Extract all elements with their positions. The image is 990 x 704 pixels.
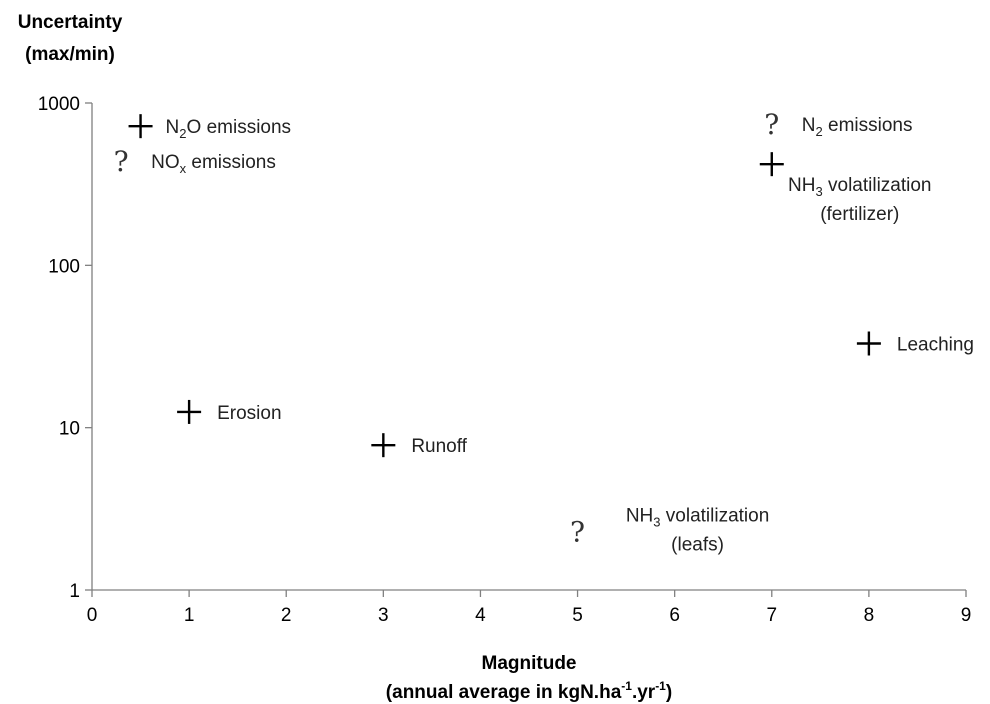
data-point: ? N2 emissions xyxy=(764,108,912,141)
x-axis-title: Magnitude (annual average in kgN.ha-1.yr… xyxy=(386,653,672,703)
x-title-mid: .yr xyxy=(632,682,656,703)
y-tick-label: 1 xyxy=(69,581,80,602)
x-title-sup-2: -1 xyxy=(655,679,666,693)
point-label-text: Leaching xyxy=(897,334,974,355)
x-axis-title-line-1: Magnitude xyxy=(482,653,577,674)
x-axis-title-line-2: (annual average in kgN.ha-1.yr-1) xyxy=(386,679,672,703)
point-label-text: N xyxy=(166,117,180,138)
y-axis-ticks: 1 10 100 1000 xyxy=(38,94,92,602)
point-label-subscript: 3 xyxy=(653,514,660,529)
point-label: N2 emissions xyxy=(802,115,913,139)
y-axis-title-line-2: (max/min) xyxy=(25,44,115,65)
y-tick-label: 100 xyxy=(48,256,80,277)
x-tick-label: 3 xyxy=(378,605,389,626)
x-tick-label: 8 xyxy=(864,605,875,626)
data-point: Leaching xyxy=(856,331,974,356)
point-label-subscript: 2 xyxy=(816,124,823,139)
point-label-text: NO xyxy=(151,152,180,173)
point-label-text: volatilization xyxy=(661,505,770,526)
question-marker: ? xyxy=(764,108,779,141)
point-label-text: O emissions xyxy=(187,117,292,138)
x-tick-label: 5 xyxy=(572,605,583,626)
point-label-text: NH xyxy=(626,505,653,526)
point-label-text: emissions xyxy=(823,115,913,136)
x-tick-label: 1 xyxy=(184,605,195,626)
point-label-text: Erosion xyxy=(217,403,281,424)
point-label-text: emissions xyxy=(186,152,276,173)
y-axis-title-line-1: Uncertainty xyxy=(18,12,123,33)
question-marker: ? xyxy=(570,515,585,548)
x-tick-label: 6 xyxy=(669,605,680,626)
point-label-text: (fertilizer) xyxy=(820,204,899,225)
x-tick-label: 9 xyxy=(961,605,972,626)
x-title-pre: (annual average in kgN.ha xyxy=(386,682,622,703)
data-point: Runoff xyxy=(371,433,468,458)
point-label: NOx emissions xyxy=(151,152,276,176)
y-axis-title: Uncertainty (max/min) xyxy=(18,12,123,65)
point-label: Erosion xyxy=(217,403,281,424)
x-title-post: ) xyxy=(666,682,672,703)
data-point: Erosion xyxy=(177,399,282,424)
point-label: (fertilizer) xyxy=(820,204,899,225)
point-label: N2O emissions xyxy=(166,117,291,141)
point-label-text: N xyxy=(802,115,816,136)
point-label: NH3 volatilization xyxy=(626,505,769,529)
point-label: Leaching xyxy=(897,334,974,355)
x-tick-label: 4 xyxy=(475,605,486,626)
point-label: (leafs) xyxy=(671,534,724,555)
point-label: NH3 volatilization xyxy=(788,175,931,199)
data-point: N2O emissions xyxy=(128,114,291,141)
x-tick-label: 7 xyxy=(766,605,777,626)
question-marker: ? xyxy=(114,145,129,178)
data-point: ? NH3 volatilization (leafs) xyxy=(570,505,769,555)
data-points: N2O emissions? NOx emissions? N2 emissions… xyxy=(114,108,974,555)
point-label-text: Runoff xyxy=(411,436,467,457)
y-tick-label: 10 xyxy=(59,419,80,440)
point-label-subscript: x xyxy=(180,161,187,176)
x-tick-label: 0 xyxy=(87,605,98,626)
x-title-sup-1: -1 xyxy=(621,679,632,693)
point-label-text: volatilization xyxy=(823,175,932,196)
point-label-subscript: 3 xyxy=(815,184,822,199)
point-label-subscript: 2 xyxy=(179,126,186,141)
y-tick-label: 1000 xyxy=(38,94,80,115)
x-tick-label: 2 xyxy=(281,605,292,626)
data-point: NH3 volatilization (fertilizer) xyxy=(759,152,932,225)
point-label: Runoff xyxy=(411,436,467,457)
x-axis-ticks: 0 1 2 3 4 5 6 7 8 9 xyxy=(87,590,972,626)
point-label-text: (leafs) xyxy=(671,534,724,555)
point-label-text: NH xyxy=(788,175,815,196)
data-point: ? NOx emissions xyxy=(114,145,276,178)
